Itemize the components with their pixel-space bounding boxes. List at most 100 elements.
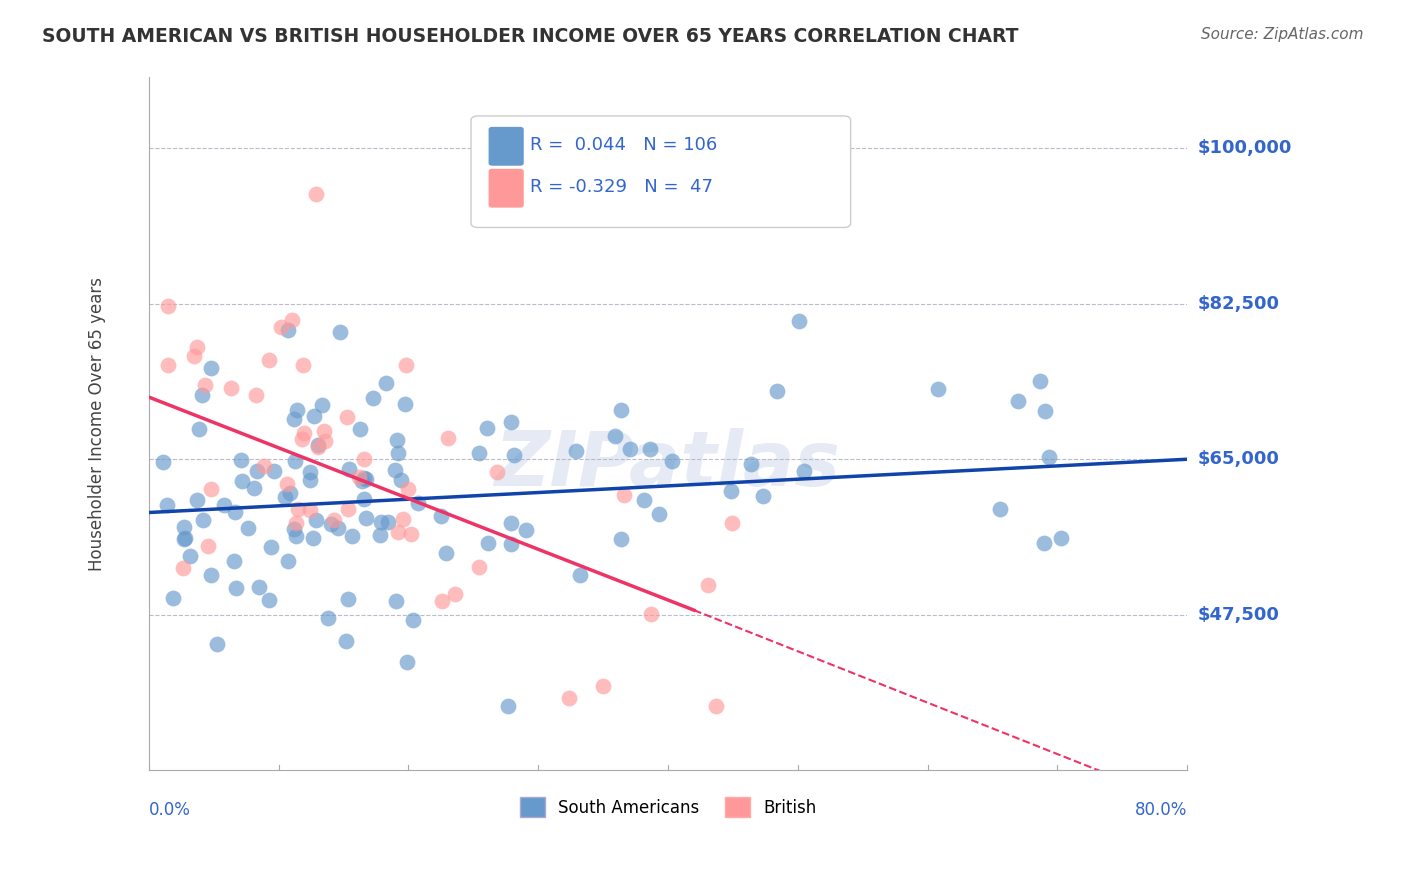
Point — [568, 568, 591, 582]
Text: R =  0.044   N = 106: R = 0.044 N = 106 — [530, 136, 717, 154]
Point — [609, 532, 631, 546]
Point — [200, 567, 222, 582]
Point — [260, 540, 283, 554]
Point — [337, 462, 360, 476]
Text: $100,000: $100,000 — [1198, 139, 1292, 158]
Point — [157, 358, 180, 372]
Text: $65,000: $65,000 — [1198, 450, 1279, 468]
Point — [661, 453, 683, 467]
Point — [503, 448, 526, 462]
Point — [696, 578, 718, 592]
Point — [329, 325, 352, 339]
Point — [222, 554, 245, 568]
Point — [173, 520, 195, 534]
Point — [277, 323, 299, 337]
Point — [287, 501, 309, 516]
Point — [257, 593, 280, 607]
Point — [385, 433, 408, 447]
Point — [468, 560, 491, 574]
Point — [396, 483, 419, 497]
Point — [353, 492, 375, 507]
Point — [224, 504, 246, 518]
Point — [988, 502, 1011, 516]
Point — [197, 539, 219, 553]
Point — [263, 464, 285, 478]
Point — [186, 340, 208, 354]
Point — [387, 446, 409, 460]
Point — [305, 187, 328, 202]
Point — [284, 529, 307, 543]
Point — [721, 516, 744, 530]
Point — [432, 593, 454, 607]
Point — [292, 425, 315, 440]
Point — [340, 529, 363, 543]
Point — [704, 699, 727, 714]
Point — [156, 498, 179, 512]
Point — [477, 536, 499, 550]
Point — [347, 470, 370, 484]
Text: SOUTH AMERICAN VS BRITISH HOUSEHOLDER INCOME OVER 65 YEARS CORRELATION CHART: SOUTH AMERICAN VS BRITISH HOUSEHOLDER IN… — [42, 27, 1019, 45]
Point — [291, 358, 314, 372]
Point — [299, 503, 322, 517]
Point — [613, 488, 636, 502]
Point — [396, 655, 419, 669]
Point — [515, 523, 537, 537]
Point — [444, 587, 467, 601]
Point — [191, 388, 214, 402]
Text: Source: ZipAtlas.com: Source: ZipAtlas.com — [1201, 27, 1364, 42]
Point — [787, 314, 810, 328]
Point — [298, 465, 321, 479]
Point — [173, 532, 195, 546]
Point — [314, 434, 336, 448]
Point — [1038, 450, 1060, 464]
Point — [740, 457, 762, 471]
Point — [179, 549, 201, 563]
Point — [436, 432, 458, 446]
Point — [384, 594, 406, 608]
Point — [374, 376, 396, 390]
Point — [284, 454, 307, 468]
Point — [387, 525, 409, 540]
Point — [257, 352, 280, 367]
Point — [238, 521, 260, 535]
Point — [467, 446, 489, 460]
Point — [205, 638, 228, 652]
Point — [186, 493, 208, 508]
Point — [212, 498, 235, 512]
Point — [1028, 375, 1050, 389]
Point — [592, 679, 614, 693]
Point — [485, 465, 508, 479]
Point — [619, 442, 641, 456]
Point — [394, 397, 416, 411]
Point — [194, 377, 217, 392]
Point — [277, 554, 299, 568]
Point — [336, 591, 359, 606]
Point — [335, 634, 357, 648]
Point — [793, 464, 815, 478]
Point — [501, 537, 523, 551]
Point — [229, 453, 252, 467]
Point — [399, 526, 422, 541]
Point — [927, 382, 949, 396]
Point — [291, 432, 314, 446]
Point — [603, 429, 626, 443]
Point — [640, 442, 662, 456]
Point — [302, 409, 325, 424]
Point — [281, 312, 304, 326]
Point — [633, 492, 655, 507]
Point — [1049, 532, 1071, 546]
Point — [243, 481, 266, 495]
Point — [283, 411, 305, 425]
Text: R = -0.329   N =  47: R = -0.329 N = 47 — [530, 178, 713, 196]
Point — [434, 546, 457, 560]
Point — [312, 424, 335, 438]
Point — [285, 516, 308, 530]
Point — [245, 464, 267, 478]
Point — [305, 513, 328, 527]
Legend: South Americans, British: South Americans, British — [513, 790, 823, 824]
Point — [389, 473, 412, 487]
Point — [361, 391, 384, 405]
Text: $82,500: $82,500 — [1198, 295, 1279, 313]
Text: Householder Income Over 65 years: Householder Income Over 65 years — [87, 277, 105, 571]
Point — [276, 476, 298, 491]
